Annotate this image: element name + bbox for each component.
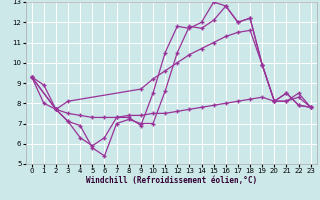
X-axis label: Windchill (Refroidissement éolien,°C): Windchill (Refroidissement éolien,°C) bbox=[86, 176, 257, 185]
